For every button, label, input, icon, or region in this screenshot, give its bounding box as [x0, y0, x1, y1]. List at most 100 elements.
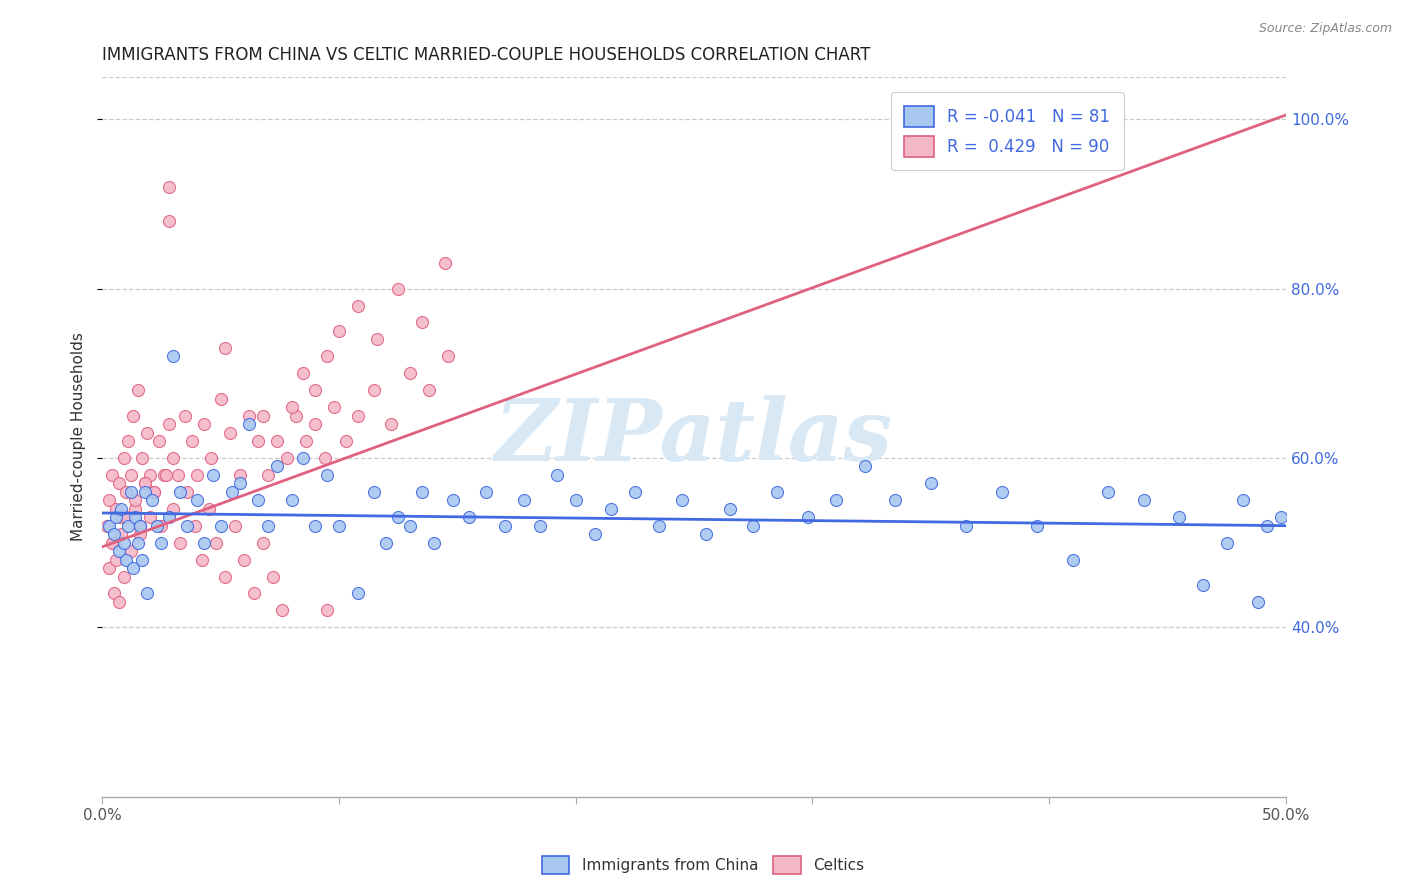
Point — [247, 493, 270, 508]
Point — [193, 535, 215, 549]
Point — [103, 586, 125, 600]
Point — [181, 434, 204, 448]
Point — [441, 493, 464, 508]
Point — [143, 484, 166, 499]
Point — [884, 493, 907, 508]
Point — [162, 349, 184, 363]
Point — [169, 484, 191, 499]
Point — [228, 467, 250, 482]
Point — [583, 527, 606, 541]
Point — [304, 383, 326, 397]
Point — [103, 527, 125, 541]
Point — [131, 450, 153, 465]
Point — [98, 493, 121, 508]
Point — [112, 569, 135, 583]
Point — [238, 409, 260, 423]
Point — [190, 552, 212, 566]
Point — [328, 324, 350, 338]
Point — [328, 518, 350, 533]
Point — [411, 316, 433, 330]
Point — [494, 518, 516, 533]
Point — [546, 467, 568, 482]
Point — [120, 467, 142, 482]
Point — [131, 552, 153, 566]
Point — [145, 518, 167, 533]
Point — [138, 467, 160, 482]
Point — [1256, 518, 1278, 533]
Point — [134, 476, 156, 491]
Point — [134, 476, 156, 491]
Point — [323, 400, 346, 414]
Point — [122, 561, 145, 575]
Point — [411, 484, 433, 499]
Point — [529, 518, 551, 533]
Point — [127, 535, 149, 549]
Point — [825, 493, 848, 508]
Point — [347, 299, 370, 313]
Point — [112, 535, 135, 549]
Point — [257, 518, 280, 533]
Point — [186, 467, 208, 482]
Point — [214, 341, 236, 355]
Point — [671, 493, 693, 508]
Point — [316, 603, 339, 617]
Point — [224, 518, 246, 533]
Point — [100, 535, 122, 549]
Point — [174, 409, 197, 423]
Point — [238, 417, 260, 431]
Point — [98, 561, 121, 575]
Point — [280, 493, 302, 508]
Point — [157, 180, 180, 194]
Point — [387, 510, 409, 524]
Point — [292, 366, 315, 380]
Point — [176, 484, 198, 499]
Point — [110, 527, 132, 541]
Point — [228, 476, 250, 491]
Point — [1246, 595, 1268, 609]
Point — [205, 535, 228, 549]
Y-axis label: Married-couple Households: Married-couple Households — [72, 333, 86, 541]
Point — [176, 518, 198, 533]
Point — [1026, 518, 1049, 533]
Point — [148, 434, 170, 448]
Point — [1097, 484, 1119, 499]
Point — [262, 569, 284, 583]
Point — [115, 510, 138, 524]
Point — [266, 459, 288, 474]
Point — [474, 484, 496, 499]
Point — [1232, 493, 1254, 508]
Point — [124, 501, 146, 516]
Point — [157, 510, 180, 524]
Point — [1062, 552, 1084, 566]
Point — [193, 417, 215, 431]
Point — [399, 518, 422, 533]
Point — [169, 535, 191, 549]
Point — [105, 501, 128, 516]
Point — [202, 467, 225, 482]
Point — [766, 484, 789, 499]
Point — [115, 484, 138, 499]
Point — [157, 417, 180, 431]
Text: ZIPatlas: ZIPatlas — [495, 395, 893, 478]
Point — [695, 527, 717, 541]
Point — [124, 493, 146, 508]
Point — [124, 510, 146, 524]
Point — [157, 214, 180, 228]
Point — [271, 603, 294, 617]
Point — [219, 425, 242, 440]
Point — [152, 467, 174, 482]
Point — [112, 450, 135, 465]
Point — [304, 417, 326, 431]
Point — [105, 510, 128, 524]
Point — [375, 535, 398, 549]
Point — [295, 434, 318, 448]
Point — [600, 501, 623, 516]
Point — [347, 586, 370, 600]
Point — [304, 518, 326, 533]
Point — [162, 501, 184, 516]
Point — [100, 467, 122, 482]
Point — [129, 527, 152, 541]
Point — [399, 366, 422, 380]
Point — [1192, 578, 1215, 592]
Point — [796, 510, 818, 524]
